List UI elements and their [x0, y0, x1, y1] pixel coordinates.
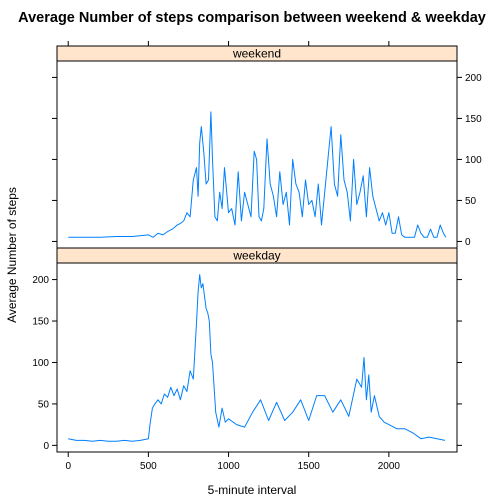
- x-tick-label: 0: [65, 461, 71, 472]
- y-tick-label: 200: [32, 275, 49, 286]
- panel-frame-weekday: [56, 262, 458, 453]
- y-tick-label: 0: [43, 441, 49, 452]
- y-tick-label: 150: [465, 114, 482, 125]
- y-tick-label: 100: [32, 358, 49, 369]
- panel-frame-weekend: [56, 60, 458, 249]
- panel-weekend: weekend 0 50 100 150 200: [52, 41, 482, 249]
- series-line-weekday: [68, 274, 446, 442]
- chart-title: Average Number of steps comparison betwe…: [18, 10, 486, 26]
- x-tick-label: 2000: [378, 461, 401, 472]
- y-tick-label: 200: [465, 73, 482, 84]
- x-tick-label: 500: [140, 461, 157, 472]
- y-tick-label: 150: [32, 317, 49, 328]
- y-tick-label: 0: [465, 237, 471, 248]
- x-tick-label: 1000: [217, 461, 240, 472]
- x-tick-label: 1500: [298, 461, 321, 472]
- x-axis-label: 5-minute interval: [208, 483, 297, 497]
- y-tick-label: 100: [465, 155, 482, 166]
- y-tick-label: 50: [38, 399, 50, 410]
- y-tick-label: 50: [465, 196, 477, 207]
- y-axis-label: Average Number of steps: [5, 187, 19, 323]
- strip-label-weekday: weekday: [232, 249, 280, 263]
- series-line-weekend: [68, 111, 447, 238]
- strip-label-weekend: weekend: [232, 47, 281, 61]
